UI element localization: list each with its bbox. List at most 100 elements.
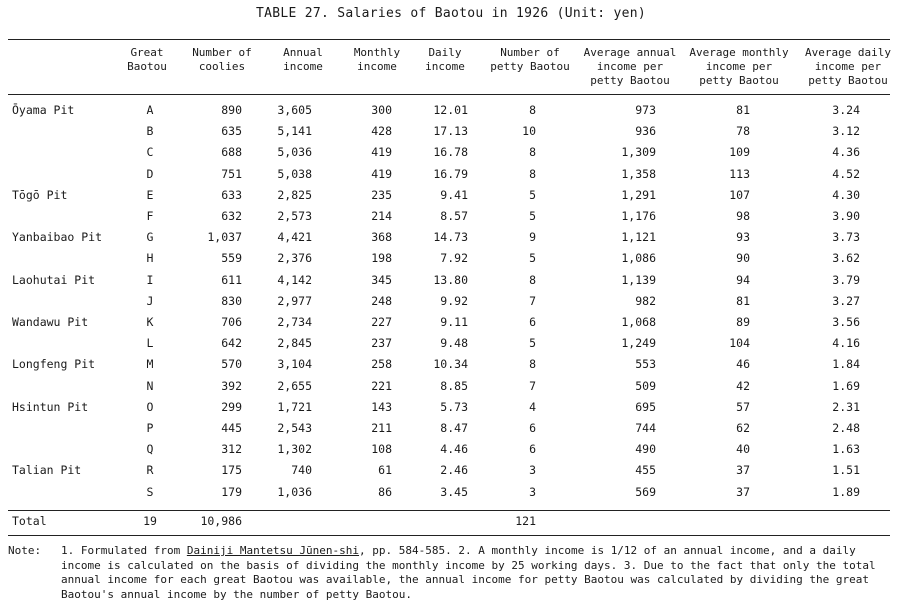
header-line: Baotou: [127, 60, 167, 73]
cell-avg-monthly: 57: [736, 399, 750, 414]
cell-coolies: 392: [221, 378, 242, 393]
table-title: TABLE 27. Salaries of Baotou in 1926 (Un…: [255, 6, 647, 21]
cell-daily: 13.80: [433, 272, 468, 287]
cell-avg-daily: 3.27: [832, 293, 860, 308]
cell-avg-annual: 509: [635, 378, 656, 393]
cell-avg-monthly: 90: [736, 251, 750, 266]
cell-pit: Wandawu Pit: [12, 315, 89, 329]
cell-monthly: 419: [371, 166, 392, 181]
cell-annual: 5,141: [277, 124, 312, 139]
cell-avg-monthly: 93: [736, 230, 750, 245]
header-annual: Annual income: [268, 46, 338, 74]
cell-monthly: 61: [378, 463, 392, 478]
cell-daily: 17.13: [433, 124, 468, 139]
cell-pit: Hsintun Pit: [12, 399, 89, 414]
cell-daily: 3.45: [440, 484, 468, 499]
header-line: Great: [130, 46, 164, 59]
cell-petty: 8: [529, 145, 536, 160]
cell-daily: 16.79: [433, 166, 468, 181]
header-line: income per: [705, 60, 773, 73]
header-avg-annual: Average annual income per petty Baotou: [578, 46, 682, 88]
cell-annual: 2,734: [277, 315, 312, 329]
cell-avg-monthly: 94: [736, 272, 750, 287]
cell-coolies: 632: [221, 209, 242, 223]
header-line: petty Baotou: [490, 60, 570, 73]
cell-great: N: [146, 378, 154, 393]
cell-avg-daily: 3.90: [832, 209, 860, 223]
cell-avg-daily: 3.56: [832, 315, 860, 329]
cell-avg-daily: 3.62: [832, 251, 860, 266]
cell-petty: 3: [529, 484, 536, 499]
cell-petty: 4: [529, 399, 536, 414]
cell-monthly: 248: [371, 293, 392, 308]
header-line: Annual: [283, 46, 323, 59]
header-line: coolies: [198, 60, 246, 73]
cell-petty: 8: [529, 357, 536, 372]
total-label: Total: [12, 514, 47, 528]
cell-monthly: 419: [371, 145, 392, 160]
cell-coolies: 559: [221, 251, 242, 266]
cell-avg-monthly: 98: [736, 209, 750, 223]
cell-avg-monthly: 78: [736, 124, 750, 139]
cell-great: A: [146, 103, 154, 117]
cell-pit: Longfeng Pit: [12, 357, 96, 372]
cell-avg-daily: 4.30: [832, 187, 860, 202]
cell-daily: 8.47: [440, 421, 468, 435]
cell-daily: 12.01: [433, 103, 468, 117]
cell-great: Q: [146, 442, 154, 457]
cell-avg-annual: 1,358: [621, 166, 656, 181]
cell-monthly: 143: [371, 399, 392, 414]
cell-avg-daily: 4.16: [832, 336, 860, 351]
cell-great: S: [146, 484, 154, 499]
cell-annual: 4,142: [277, 272, 312, 287]
cell-petty: 8: [529, 103, 536, 117]
cell-daily: 14.73: [433, 230, 468, 245]
cell-coolies: 642: [221, 336, 242, 351]
cell-coolies: 890: [221, 103, 242, 117]
header-line: Number of: [500, 46, 560, 59]
cell-annual: 2,977: [277, 293, 312, 308]
cell-annual: 5,036: [277, 145, 312, 160]
cell-avg-daily: 1.69: [832, 378, 860, 393]
cell-monthly: 198: [371, 251, 392, 266]
cell-coolies: 570: [221, 357, 242, 372]
cell-annual: 1,721: [277, 399, 312, 414]
cell-avg-daily: 1.63: [832, 442, 860, 457]
cell-coolies: 175: [221, 463, 242, 478]
cell-avg-daily: 3.12: [832, 124, 860, 139]
cell-avg-annual: 936: [635, 124, 656, 139]
cell-great: B: [146, 124, 154, 139]
header-line: petty Baotou: [699, 74, 779, 87]
cell-coolies: 1,037: [207, 230, 242, 245]
cell-monthly: 345: [371, 272, 392, 287]
cell-great: K: [146, 315, 154, 329]
header-line: Average daily: [804, 46, 892, 59]
header-line: income: [425, 60, 465, 73]
cell-avg-daily: 3.79: [832, 272, 860, 287]
cell-petty: 8: [529, 272, 536, 287]
cell-daily: 5.73: [440, 399, 468, 414]
top-rule: [8, 39, 890, 40]
cell-petty: 8: [529, 166, 536, 181]
cell-daily: 7.92: [440, 251, 468, 266]
total-coolies: 10,986: [200, 514, 242, 528]
cell-petty: 6: [529, 421, 536, 435]
cell-pit: Ōyama Pit: [12, 103, 75, 117]
cell-petty: 5: [529, 251, 536, 266]
cell-avg-monthly: 109: [729, 145, 750, 160]
cell-daily: 9.48: [440, 336, 468, 351]
cell-petty: 3: [529, 463, 536, 478]
cell-great: M: [146, 357, 154, 372]
cell-annual: 740: [291, 463, 312, 478]
cell-monthly: 221: [371, 378, 392, 393]
cell-annual: 2,376: [277, 251, 312, 266]
cell-great: E: [146, 187, 154, 202]
cell-monthly: 86: [378, 484, 392, 499]
cell-avg-monthly: 37: [736, 484, 750, 499]
cell-coolies: 611: [221, 272, 242, 287]
cell-annual: 3,104: [277, 357, 312, 372]
cell-petty: 7: [529, 378, 536, 393]
cell-coolies: 445: [221, 421, 242, 435]
cell-great: G: [146, 230, 154, 245]
cell-monthly: 368: [371, 230, 392, 245]
